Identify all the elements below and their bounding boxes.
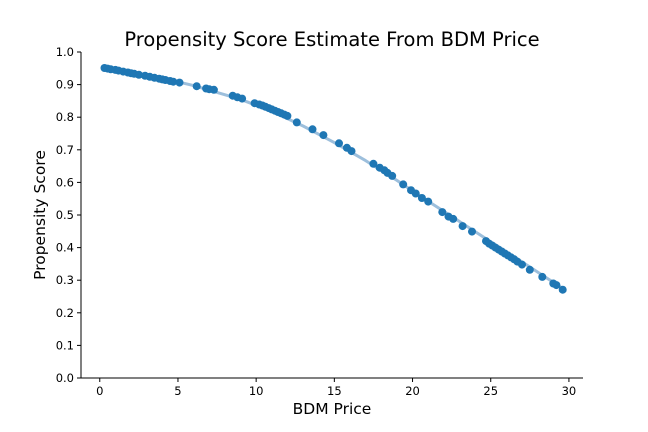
data-point xyxy=(538,272,547,281)
data-point xyxy=(308,125,317,134)
data-point xyxy=(458,222,467,231)
y-axis-ticks: 0.0 0.1 0.2 0.3 0.4 0.5 0.6 0.7 0.8 0.9 1.0 xyxy=(56,45,81,385)
y-tick-label: 0.7 xyxy=(56,143,74,157)
data-point xyxy=(238,94,247,103)
y-axis-label: Propensity Score xyxy=(31,150,49,280)
y-tick-label: 0.6 xyxy=(56,175,74,189)
data-point xyxy=(388,171,397,180)
data-point xyxy=(417,194,426,202)
chart-title: Propensity Score Estimate From BDM Price xyxy=(124,28,539,51)
data-point xyxy=(468,227,476,236)
x-tick-label: 10 xyxy=(249,384,264,398)
fit-curve-line xyxy=(101,66,563,289)
y-tick-label: 0.0 xyxy=(56,371,74,385)
x-tick-label: 5 xyxy=(174,384,181,398)
x-axis-label: BDM Price xyxy=(293,400,372,418)
data-point xyxy=(335,139,343,148)
x-axis-ticks: 0 5 10 15 20 25 30 xyxy=(96,378,576,398)
data-point xyxy=(283,111,292,120)
data-point xyxy=(169,77,178,86)
data-point xyxy=(369,159,378,168)
y-tick-label: 1.0 xyxy=(56,45,74,59)
y-tick-label: 0.4 xyxy=(56,241,74,255)
y-tick-label: 0.5 xyxy=(56,208,74,222)
x-tick-label: 0 xyxy=(96,384,103,398)
data-point xyxy=(438,208,447,217)
x-tick-label: 30 xyxy=(562,384,577,398)
data-point xyxy=(525,265,534,274)
data-point xyxy=(558,285,567,294)
y-tick-label: 0.2 xyxy=(56,306,74,320)
data-point xyxy=(399,180,408,189)
x-tick-label: 25 xyxy=(483,384,498,398)
data-point xyxy=(209,85,218,94)
data-point xyxy=(424,197,433,206)
y-tick-label: 0.9 xyxy=(56,78,74,92)
data-point xyxy=(411,189,420,198)
data-point xyxy=(552,281,561,290)
data-point xyxy=(134,70,143,79)
x-tick-label: 15 xyxy=(327,384,342,398)
data-point xyxy=(449,214,458,223)
data-point xyxy=(518,260,526,269)
y-tick-label: 0.1 xyxy=(56,338,74,352)
plot-area xyxy=(100,64,567,294)
x-tick-label: 20 xyxy=(405,384,420,398)
y-tick-label: 0.8 xyxy=(56,110,74,124)
data-point xyxy=(292,118,301,127)
data-point xyxy=(347,147,356,156)
data-point xyxy=(175,78,184,87)
data-point xyxy=(192,82,201,91)
y-tick-label: 0.3 xyxy=(56,273,74,287)
data-point xyxy=(319,131,328,140)
